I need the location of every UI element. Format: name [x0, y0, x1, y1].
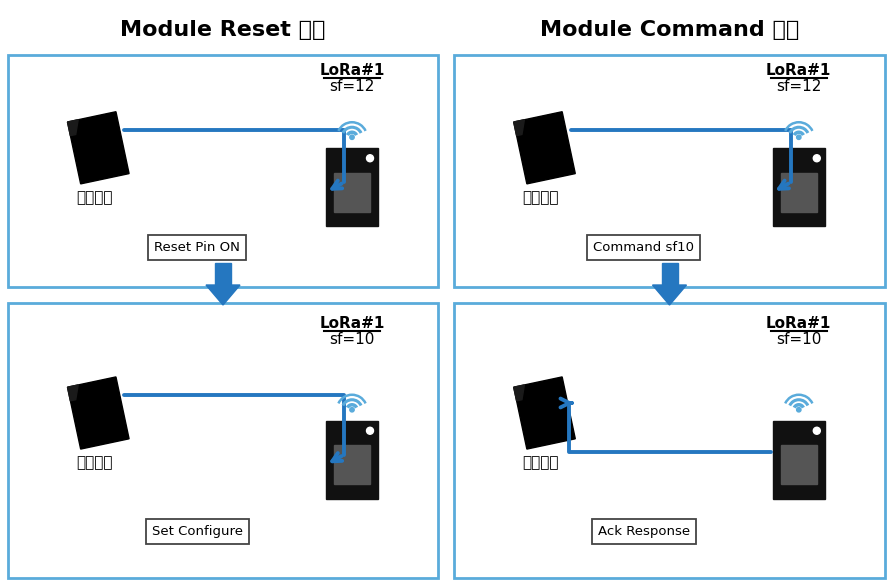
Polygon shape [206, 285, 240, 305]
Circle shape [814, 155, 821, 162]
Polygon shape [653, 285, 687, 305]
Text: LoRa#1: LoRa#1 [320, 316, 385, 331]
Bar [326, 420, 378, 499]
Bar [8, 55, 438, 287]
Bar [326, 148, 378, 226]
Circle shape [814, 427, 821, 434]
Text: sf=10: sf=10 [330, 332, 375, 346]
Circle shape [350, 135, 355, 139]
Bar [772, 148, 825, 226]
Text: マイコン: マイコン [522, 455, 559, 470]
Text: sf=12: sf=12 [330, 79, 375, 94]
Circle shape [366, 427, 373, 434]
Polygon shape [513, 112, 575, 184]
Circle shape [797, 408, 801, 412]
Bar [780, 173, 817, 212]
Circle shape [350, 408, 355, 412]
Polygon shape [513, 377, 575, 449]
Circle shape [366, 155, 373, 162]
Bar [215, 263, 231, 285]
Text: Module Reset 方式: Module Reset 方式 [121, 20, 326, 40]
Bar [454, 303, 885, 578]
Text: Set Configure: Set Configure [152, 525, 243, 538]
Polygon shape [513, 385, 524, 401]
Text: sf=10: sf=10 [776, 332, 822, 346]
Text: マイコン: マイコン [76, 455, 113, 470]
Bar [780, 445, 817, 484]
Polygon shape [513, 119, 524, 136]
Text: LoRa#1: LoRa#1 [766, 316, 831, 331]
Polygon shape [68, 119, 79, 136]
Bar [334, 445, 371, 484]
Text: LoRa#1: LoRa#1 [766, 63, 831, 78]
Text: LoRa#1: LoRa#1 [320, 63, 385, 78]
Polygon shape [68, 377, 129, 449]
Text: Module Command 方式: Module Command 方式 [540, 20, 799, 40]
Text: Reset Pin ON: Reset Pin ON [154, 241, 240, 254]
Text: Ack Response: Ack Response [597, 525, 689, 538]
Bar [772, 420, 825, 499]
Text: マイコン: マイコン [522, 190, 559, 205]
Text: sf=12: sf=12 [776, 79, 822, 94]
Polygon shape [68, 112, 129, 184]
Text: マイコン: マイコン [76, 190, 113, 205]
Bar [8, 303, 438, 578]
Bar [662, 263, 678, 285]
Bar [334, 173, 371, 212]
Bar [454, 55, 885, 287]
Polygon shape [68, 385, 79, 401]
Circle shape [797, 135, 801, 139]
Text: Command sf10: Command sf10 [593, 241, 694, 254]
